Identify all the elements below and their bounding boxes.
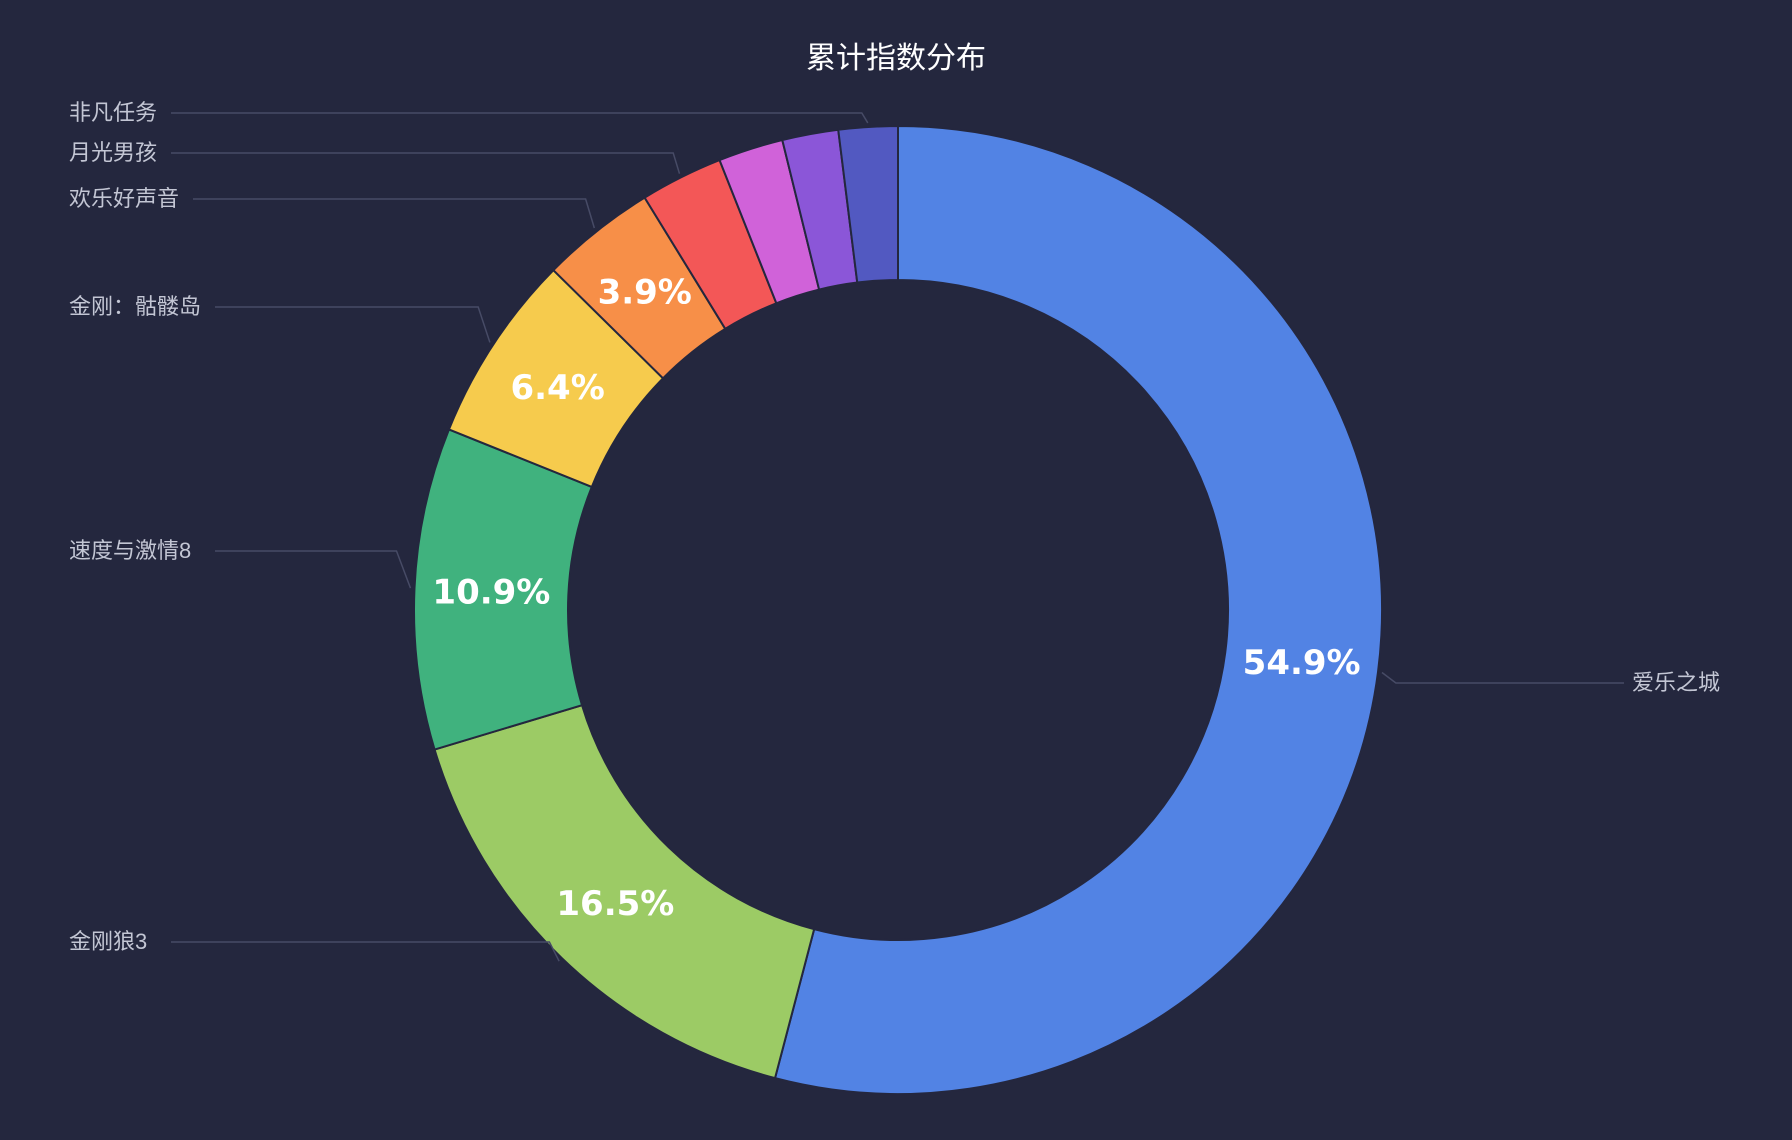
slice-percent-label-0: 54.9% bbox=[1243, 643, 1361, 683]
slice-labels-group: 54.9% 16.5% 10.9% 6.4% 3.9% bbox=[432, 272, 1360, 923]
slice-percent-label-3: 6.4% bbox=[510, 368, 604, 408]
outer-label-2: 欢乐好声音 bbox=[69, 186, 179, 211]
leader-line-6 bbox=[1381, 671, 1624, 684]
leader-lines-group bbox=[171, 112, 1624, 962]
slice-percent-label-4: 3.9% bbox=[598, 272, 692, 312]
outer-label-0: 非凡任务 bbox=[69, 100, 157, 125]
leader-line-4 bbox=[215, 550, 412, 589]
outer-label-3: 金刚：骷髅岛 bbox=[69, 294, 201, 319]
leader-line-3 bbox=[215, 306, 491, 343]
slice-0[interactable] bbox=[773, 124, 1383, 1095]
outer-label-4: 速度与激情8 bbox=[69, 538, 191, 563]
leader-line-5 bbox=[171, 941, 560, 962]
slices-group bbox=[413, 124, 1383, 1095]
slice-8[interactable] bbox=[837, 124, 899, 284]
slice-percent-label-2: 10.9% bbox=[432, 573, 550, 613]
outer-label-5: 金刚狼3 bbox=[69, 929, 147, 954]
leader-line-2 bbox=[193, 198, 596, 229]
outer-label-1: 月光男孩 bbox=[69, 140, 157, 165]
slice-percent-label-1: 16.5% bbox=[556, 884, 674, 924]
leader-line-0 bbox=[171, 112, 869, 124]
leader-line-1 bbox=[171, 152, 681, 174]
outer-label-6: 爱乐之城 bbox=[1632, 670, 1720, 695]
chart-title: 累计指数分布 bbox=[806, 42, 986, 75]
